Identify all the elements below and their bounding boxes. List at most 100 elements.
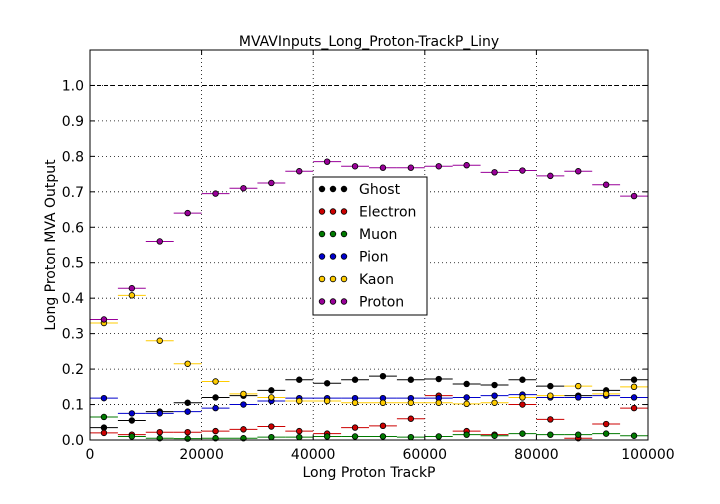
data-point (630, 432, 638, 439)
legend-item-ghost: Ghost (318, 182, 401, 198)
data-point (379, 433, 387, 440)
y-tick-label: 1.0 (62, 78, 84, 94)
data-point (100, 394, 108, 402)
data-point (184, 360, 191, 367)
data-point (407, 399, 415, 406)
data-point (463, 400, 470, 408)
x-axis-label: Long Proton TrackP (303, 465, 436, 481)
legend-item-proton: Proton (318, 295, 404, 311)
y-tick-label: 0.8 (62, 149, 84, 165)
data-point (240, 401, 247, 408)
legend-label: Ghost (359, 182, 401, 198)
y-tick-label: 0.6 (62, 220, 84, 236)
y-tick-label: 0.9 (62, 114, 84, 130)
y-tick-label: 0.7 (62, 185, 84, 201)
data-point (602, 181, 610, 188)
data-point (630, 394, 638, 401)
data-point (491, 399, 498, 406)
data-point (128, 285, 136, 292)
data-point (156, 337, 163, 344)
legend-marker (318, 208, 326, 215)
data-point (100, 316, 108, 323)
data-point (351, 376, 359, 383)
data-point (519, 430, 526, 437)
data-point (128, 433, 136, 440)
legend-marker (340, 253, 348, 260)
data-point (100, 424, 108, 431)
data-point (268, 387, 275, 394)
legend-marker (340, 275, 348, 283)
legend-marker (318, 185, 326, 193)
data-point (240, 185, 247, 192)
legend-marker (318, 275, 326, 283)
data-point (463, 394, 470, 401)
series-proton (90, 158, 648, 323)
y-tick-label: 0.5 (62, 256, 84, 272)
data-point (156, 429, 163, 436)
data-point (184, 209, 191, 217)
data-point (463, 380, 470, 388)
data-point (323, 158, 331, 165)
data-point (630, 192, 638, 200)
data-point (435, 375, 442, 383)
legend-label: Proton (359, 295, 404, 311)
data-point (268, 433, 275, 441)
grid-layer (89, 50, 649, 441)
series-pion (90, 391, 648, 417)
data-point (351, 399, 359, 406)
data-point (407, 433, 415, 441)
axis-layer: 0 20000 40000 60000 80000 100000 0.0 0.1 0.2 0.3 0… (62, 50, 675, 463)
data-point (212, 394, 219, 401)
y-tick-label: 0.1 (62, 398, 84, 414)
data-point (268, 179, 275, 187)
data-point (156, 410, 163, 417)
data-point (519, 401, 526, 408)
data-point (630, 376, 638, 383)
data-point (351, 424, 359, 431)
legend-label: Pion (359, 250, 388, 266)
data-point (379, 422, 387, 430)
series-kaon (90, 292, 648, 408)
legend-marker (318, 230, 326, 238)
data-point (212, 427, 219, 435)
data-point (379, 372, 387, 380)
data-point (268, 394, 275, 401)
legend-label: Kaon (359, 272, 394, 288)
data-point (463, 162, 470, 169)
data-point (184, 429, 191, 436)
data-point (296, 376, 303, 383)
legend-marker (329, 253, 337, 260)
data-point (435, 163, 442, 170)
legend-label: Electron (359, 205, 416, 221)
x-tick-label: 60000 (403, 447, 448, 463)
legend-item-pion: Pion (318, 250, 388, 266)
data-point (212, 404, 219, 412)
data-point (491, 381, 498, 389)
legend: Ghost Electron Muon Pion Kaon Proton (312, 176, 428, 316)
data-point (128, 292, 136, 299)
data-point (491, 392, 498, 399)
legend-marker (340, 185, 348, 193)
data-point (435, 433, 442, 440)
data-point (547, 431, 554, 438)
data-point (575, 394, 582, 401)
data-point (156, 238, 163, 245)
data-point (184, 408, 191, 415)
legend-marker (340, 230, 348, 238)
legend-marker (340, 208, 348, 215)
data-point (296, 433, 303, 441)
legend-marker (340, 298, 348, 305)
legend-marker (318, 298, 326, 305)
data-point (575, 168, 582, 175)
legend-marker (329, 208, 337, 215)
data-point (379, 399, 387, 406)
x-tick-label: 80000 (514, 447, 559, 463)
series-muon (90, 413, 648, 442)
legend-marker (329, 298, 337, 305)
data-point (212, 190, 219, 197)
chart-title: MVAVInputs_Long_Proton-TrackP_Liny (239, 34, 499, 50)
y-tick-label: 0.4 (62, 291, 84, 307)
data-point (491, 432, 498, 439)
data-point (323, 433, 331, 440)
